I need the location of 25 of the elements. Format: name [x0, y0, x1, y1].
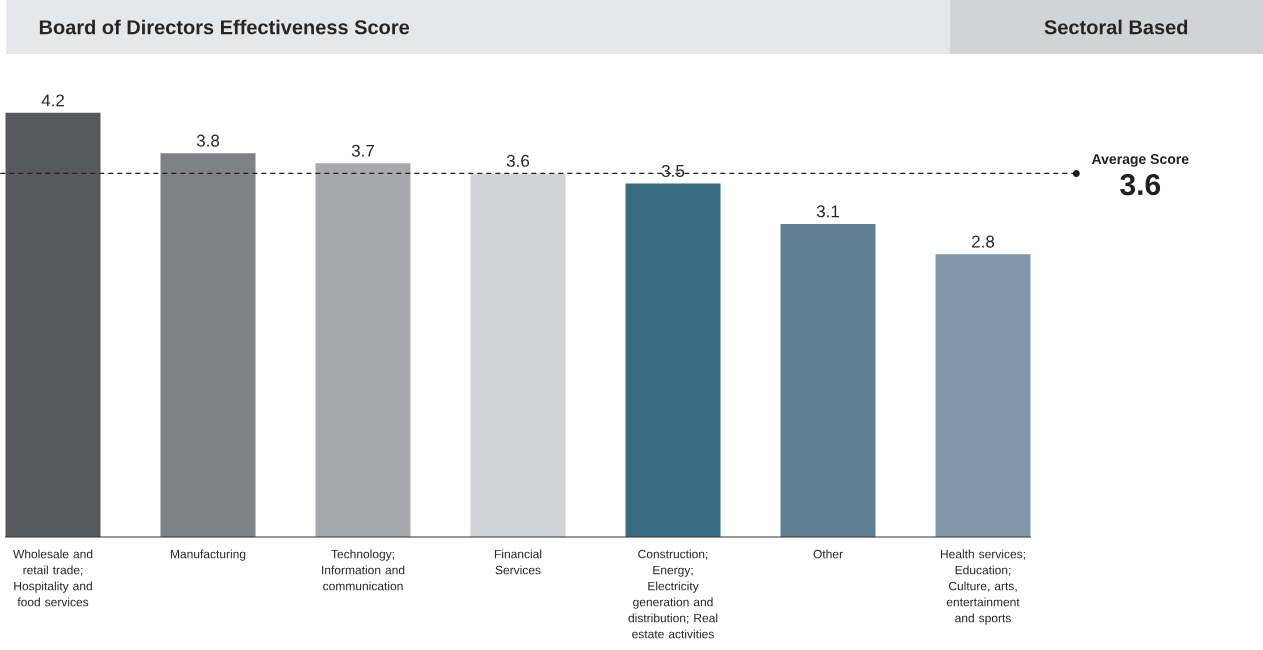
data-label: 4.2 [41, 94, 64, 107]
text: Sectoral Based [1044, 19, 1188, 35]
bar [315, 163, 411, 537]
x-tick-label: Manufacturing [170, 549, 246, 561]
data-label: 3.8 [196, 134, 220, 147]
data-label: 3.1 [816, 205, 839, 218]
data-label: 3.6 [506, 154, 530, 167]
bar [5, 112, 101, 537]
bar [160, 153, 256, 537]
x-tick-label: Financial Services [494, 549, 542, 575]
text: 3.6 [1120, 173, 1161, 196]
bar [935, 254, 1031, 537]
x-tick-label: Wholesale and retail trade; Hospitality and food services [13, 549, 93, 607]
chart-title: Board of Directors Effectiveness Score [39, 19, 410, 35]
ref-line-label: Average Score [1091, 154, 1189, 167]
x-tick-label: Health services; Education; Culture, arts, entertainment and sports [940, 549, 1025, 625]
data-label: 3.5 [661, 164, 685, 177]
x-tick-label: Other [813, 549, 843, 559]
bar [470, 173, 566, 537]
bar [780, 223, 876, 537]
data-label: 3.7 [351, 144, 374, 157]
bar [625, 183, 721, 537]
x-tick-label: Technology; Information and communication [322, 549, 405, 591]
data-label: 2.8 [972, 235, 995, 248]
x-tick-label: Construction; Energy; Electricity generation and distribution; Real estate activities [628, 549, 718, 639]
